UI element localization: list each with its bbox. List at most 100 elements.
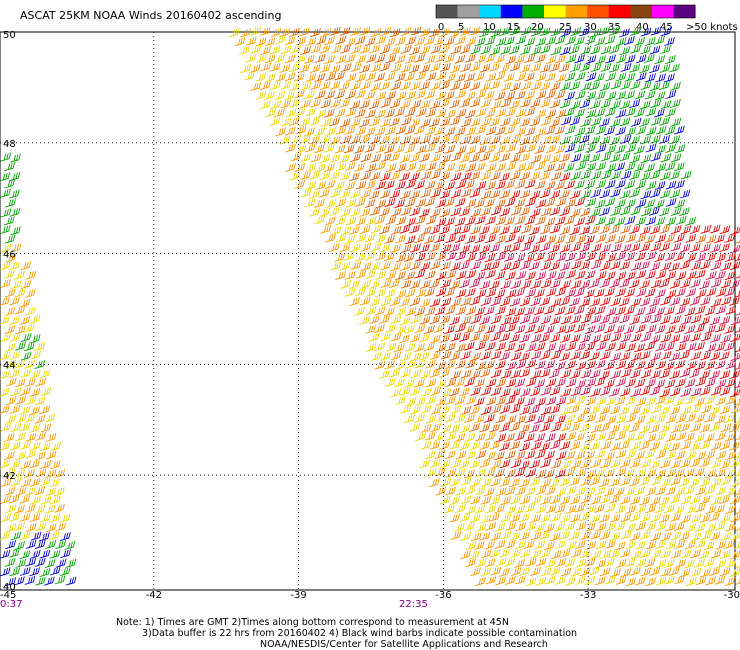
wind-barb: [394, 199, 405, 209]
wind-barb: [389, 171, 401, 181]
wind-barb: [550, 46, 562, 56]
wind-barb: [640, 369, 652, 379]
wind-barb: [674, 575, 685, 585]
wind-barb: [654, 504, 666, 514]
wind-barb: [329, 153, 340, 163]
latitude-label: 40: [3, 582, 16, 593]
wind-barb: [630, 441, 642, 451]
wind-barb: [359, 207, 371, 217]
wind-barb: [543, 541, 555, 551]
wind-barb: [504, 557, 516, 567]
wind-barb: [369, 44, 381, 54]
wind-barb: [565, 288, 576, 298]
wind-barb: [540, 406, 552, 416]
wind-barb: [424, 270, 436, 280]
wind-barb: [480, 549, 492, 559]
wind-barb: [705, 576, 716, 586]
wind-barb: [629, 80, 641, 90]
wind-barb: [683, 485, 695, 495]
wind-barb: [629, 63, 640, 73]
wind-barb: [465, 541, 477, 551]
wind-barb: [344, 270, 356, 280]
wind-barb: [459, 26, 471, 36]
wind-barb: [539, 530, 550, 540]
wind-barb: [679, 477, 690, 487]
wind-barb: [489, 189, 501, 199]
wind-barb: [558, 63, 570, 73]
wind-barb: [720, 279, 732, 289]
wind-barb: [39, 442, 51, 452]
wind-barb: [500, 369, 512, 379]
wind-barb: [524, 90, 535, 100]
wind-barb: [19, 494, 31, 504]
wind-barb: [715, 396, 726, 406]
wind-barb: [29, 477, 41, 487]
wind-barb: [655, 486, 666, 496]
wind-barb: [19, 315, 31, 326]
wind-barb: [605, 522, 616, 532]
wind-barb: [524, 107, 536, 117]
wind-barb: [645, 433, 657, 443]
wind-barb: [534, 432, 546, 443]
wind-barb: [494, 91, 506, 101]
wind-barb: [519, 297, 531, 307]
wind-barb: [354, 108, 366, 118]
wind-barb: [454, 163, 466, 173]
wind-barb: [479, 368, 491, 378]
wind-barb: [623, 36, 635, 46]
wind-barb: [358, 118, 370, 128]
wind-barb: [495, 234, 506, 244]
wind-barb: [530, 279, 542, 290]
wind-barb: [305, 162, 317, 172]
wind-barb: [469, 278, 481, 288]
wind-barb: [540, 567, 552, 577]
wind-barb: [685, 252, 697, 263]
wind-barb: [634, 36, 646, 46]
wind-barb: [528, 261, 540, 271]
wind-barb: [490, 135, 501, 145]
wind-barb: [459, 279, 470, 289]
wind-barb: [555, 414, 566, 424]
latitude-label: 50: [3, 30, 16, 41]
wind-barb: [320, 99, 331, 109]
wind-barb: [590, 314, 602, 324]
wind-barb: [430, 423, 441, 433]
wind-barb: [599, 513, 610, 523]
wind-barb: [520, 224, 532, 234]
wind-barb: [629, 566, 641, 576]
wind-barb: [444, 144, 456, 154]
wind-barb: [625, 577, 637, 587]
wind-barb: [45, 468, 57, 478]
wind-barb: [665, 270, 677, 280]
wind-barb: [459, 207, 470, 217]
wind-barb: [614, 396, 626, 406]
wind-barb: [665, 289, 677, 299]
wind-barb: [323, 163, 335, 173]
wind-barb: [8, 494, 20, 504]
wind-barb: [658, 496, 670, 506]
wind-barb: [600, 440, 612, 451]
wind-barb: [585, 109, 597, 119]
wind-barb: [459, 441, 470, 451]
wind-barb: [374, 215, 386, 225]
wind-barb: [724, 271, 736, 281]
wind-barb: [539, 81, 551, 91]
wind-barb: [5, 577, 17, 587]
wind-barb: [594, 108, 606, 118]
wind-barb: [443, 197, 455, 207]
wind-barb: [394, 360, 406, 371]
wind-barb: [515, 270, 527, 280]
wind-barb: [394, 144, 406, 154]
wind-barb: [513, 234, 525, 244]
wind-barb: [625, 540, 636, 550]
wind-barb: [458, 459, 470, 469]
wind-barb: [309, 207, 321, 217]
wind-barb: [555, 575, 567, 585]
wind-barb: [628, 423, 640, 433]
wind-barb: [315, 35, 327, 45]
wind-barb: [554, 162, 566, 172]
wind-barb: [435, 287, 447, 297]
wind-barb: [383, 234, 395, 244]
wind-barb: [650, 476, 662, 486]
wind-barb: [519, 152, 530, 162]
